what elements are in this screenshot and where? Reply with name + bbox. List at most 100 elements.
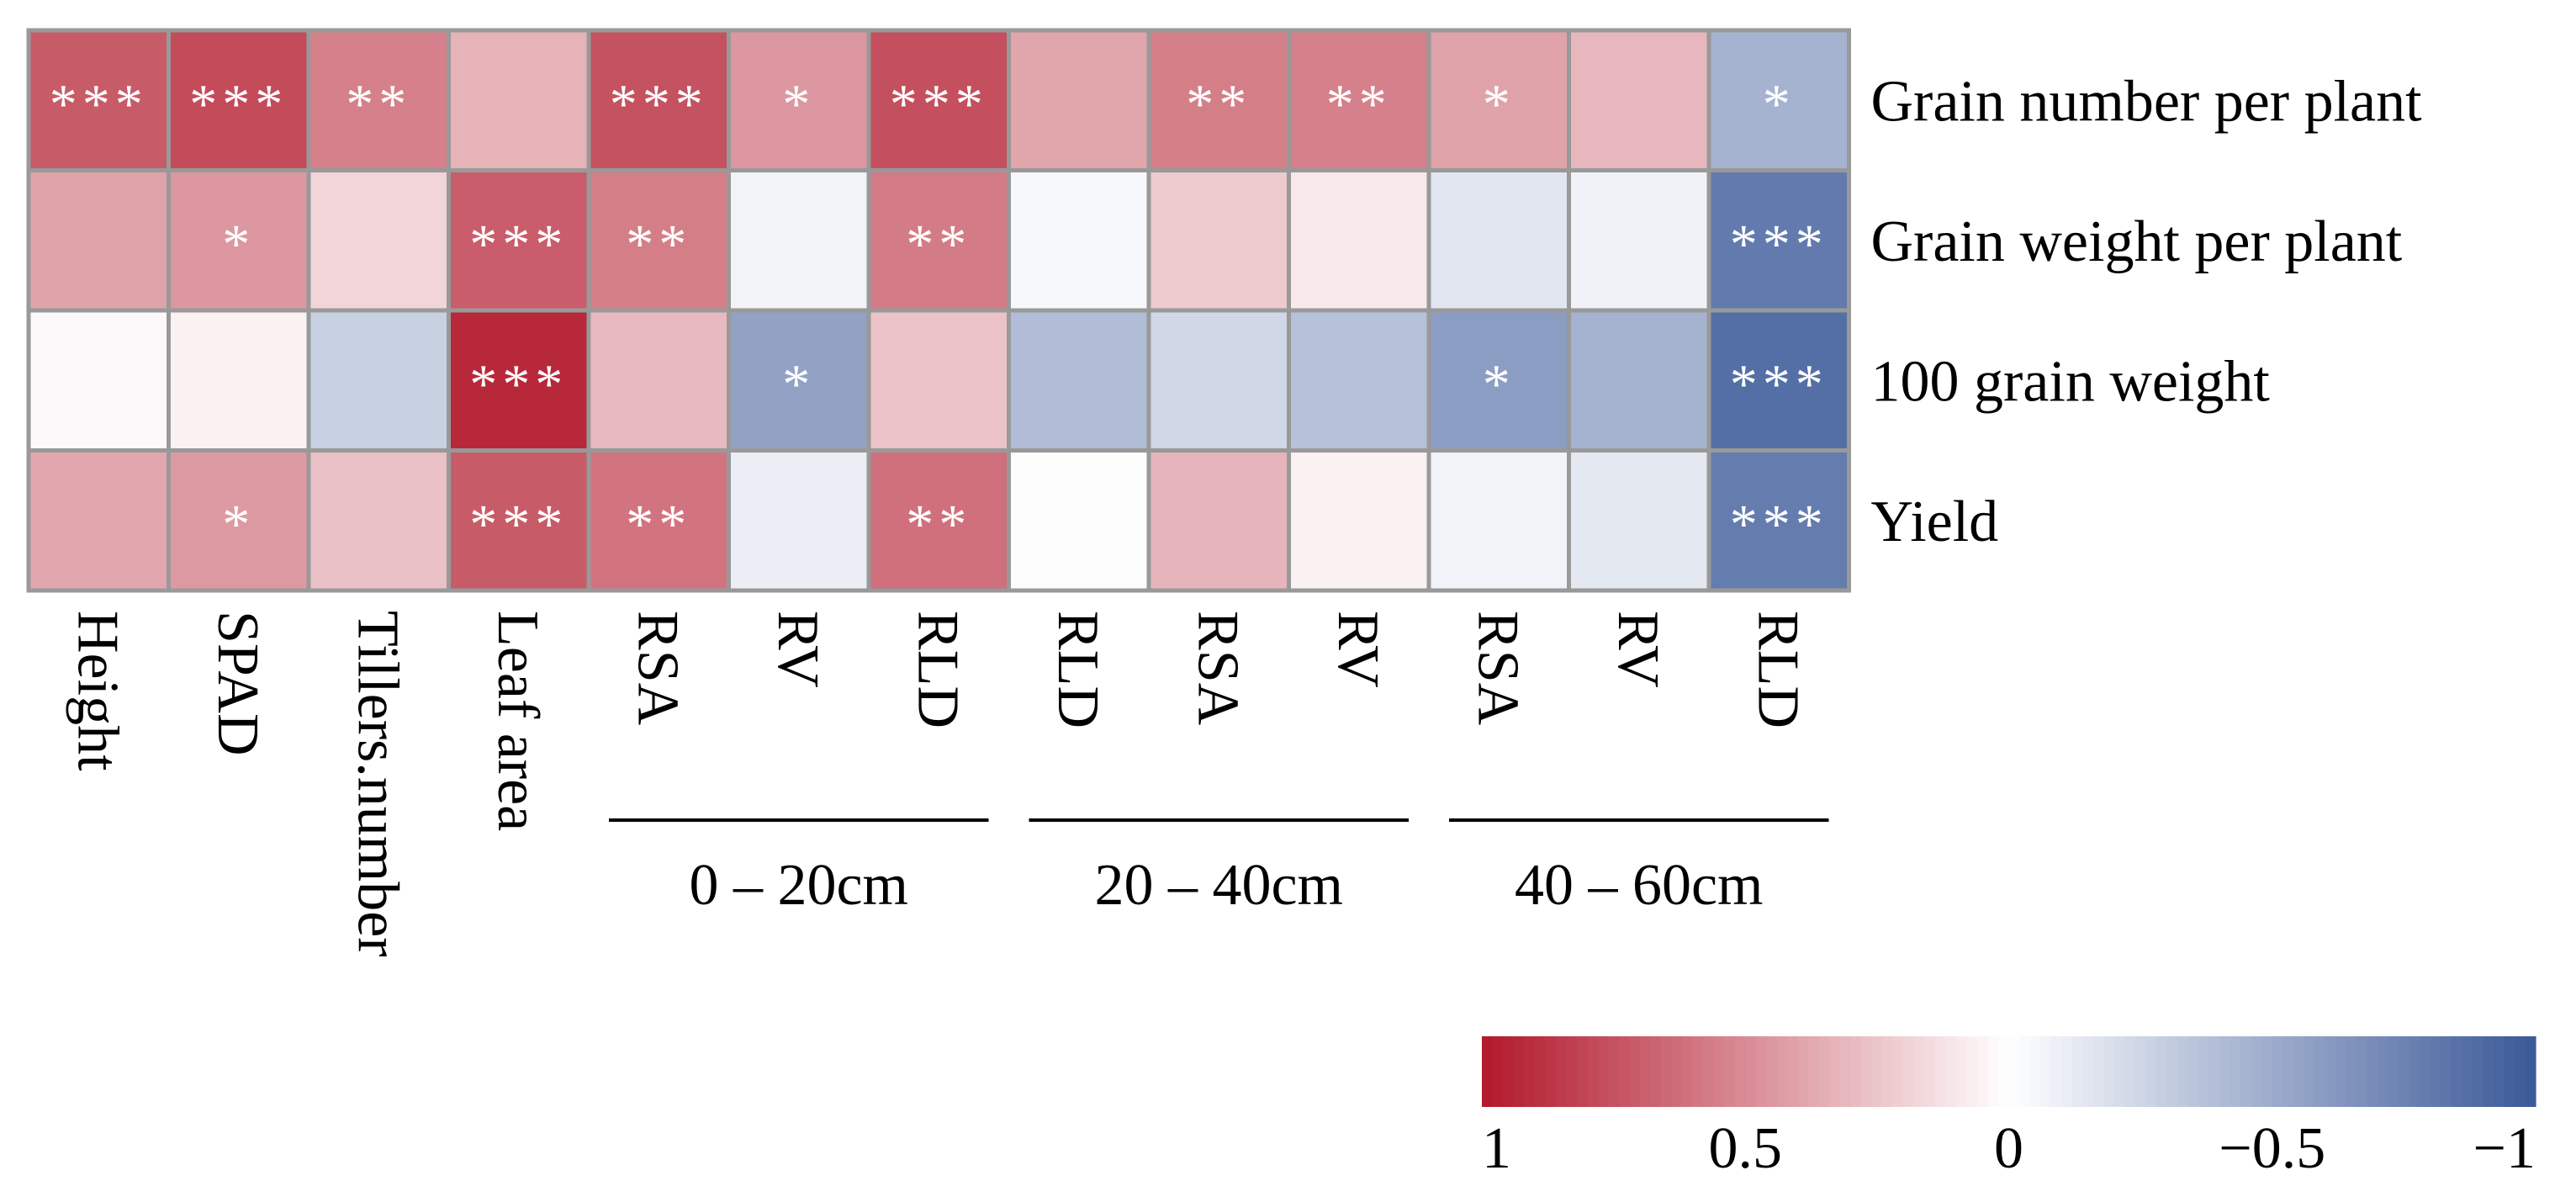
colorbar-segment: [1597, 1036, 1609, 1107]
heatmap-cell: [306, 308, 451, 453]
colorbar-segment: [1955, 1036, 1967, 1107]
heatmap-cells: [26, 28, 1851, 593]
colorbar-segment: [2008, 1036, 2020, 1107]
colorbar-segment: [1934, 1036, 1946, 1107]
column-label: RV: [1325, 611, 1390, 688]
significance-star: ***: [1730, 214, 1828, 275]
colorbar-segment: [2504, 1036, 2515, 1107]
heatmap-cell: [1567, 448, 1711, 593]
significance-star: *: [1483, 353, 1515, 415]
colorbar-segment: [1576, 1036, 1588, 1107]
colorbar-segment: [2177, 1036, 2189, 1107]
colorbar-segment: [2346, 1036, 2357, 1107]
colorbar-segment: [2441, 1036, 2452, 1107]
colorbar-segment: [1797, 1036, 1810, 1107]
colorbar-segment: [1945, 1036, 1957, 1107]
colorbar-segment: [2388, 1036, 2399, 1107]
column-label: RSA: [1185, 611, 1250, 726]
significance-marks: *** *** ** *** * *** ** ** * ** *** ** ** ****** * * ***…: [50, 73, 1828, 555]
significance-star: **: [1326, 73, 1392, 135]
colorbar-segment: [1503, 1036, 1515, 1107]
significance-star: *: [1483, 73, 1515, 135]
colorbar-segment: [1713, 1036, 1725, 1107]
colorbar-segment: [1892, 1036, 1904, 1107]
colorbar-segment: [1840, 1036, 1852, 1107]
colorbar-segment: [1587, 1036, 1599, 1107]
significance-star: ***: [189, 73, 288, 135]
colorbar-segment: [1987, 1036, 1999, 1107]
heatmap-cell: [1706, 448, 1851, 593]
colorbar-segment: [2399, 1036, 2410, 1107]
colorbar-segment: [2356, 1036, 2368, 1107]
heatmap-cell: [306, 448, 451, 593]
group-label: 0 – 20cm: [689, 853, 908, 918]
colorbar-segment: [2483, 1036, 2494, 1107]
colorbar-segment: [2061, 1036, 2073, 1107]
column-label: RLD: [1045, 611, 1110, 728]
colorbar-segment: [2198, 1036, 2210, 1107]
colorbar-segment: [2378, 1036, 2389, 1107]
heatmap-cell: [866, 168, 1011, 313]
significance-star: **: [1186, 73, 1251, 135]
heatmap-cell: [1146, 168, 1291, 313]
colorbar-segment: [1629, 1036, 1641, 1107]
heatmap-cell: [1426, 168, 1571, 313]
colorbar-segment: [1682, 1036, 1694, 1107]
colorbar-segment: [2113, 1036, 2125, 1107]
colorbar-tick-label: −0.5: [2219, 1116, 2325, 1181]
significance-star: *: [782, 73, 815, 135]
heatmap-cell: [167, 308, 311, 453]
colorbar-segment: [1997, 1036, 2010, 1107]
colorbar-segment: [1524, 1036, 1536, 1107]
significance-star: **: [346, 73, 411, 135]
significance-star: **: [906, 214, 971, 275]
column-label: RSA: [1465, 611, 1530, 726]
colorbar-segment: [2208, 1036, 2220, 1107]
colorbar-segment: [2251, 1036, 2262, 1107]
column-label: Height: [65, 611, 130, 771]
heatmap-cell: [447, 28, 591, 172]
colorbar-segment: [2261, 1036, 2273, 1107]
colorbar-segment: [1703, 1036, 1715, 1107]
colorbar-segment: [1766, 1036, 1778, 1107]
colorbar-segment: [1482, 1036, 1494, 1107]
colorbar-segment: [2240, 1036, 2252, 1107]
colorbar-segment: [1871, 1036, 1883, 1107]
heatmap-cell: [1567, 168, 1711, 313]
colorbar-segment: [1734, 1036, 1746, 1107]
heatmap-cell: [1146, 308, 1291, 453]
colorbar-segment: [1829, 1036, 1841, 1107]
group-label: 40 – 60cm: [1515, 853, 1764, 918]
significance-star: **: [906, 494, 971, 555]
row-label: Grain number per plant: [1871, 69, 2423, 134]
colorbar-segment: [1808, 1036, 1820, 1107]
colorbar-segment: [2367, 1036, 2378, 1107]
significance-star: *: [782, 353, 815, 415]
significance-star: ***: [469, 353, 568, 415]
heatmap-cell: [167, 448, 311, 593]
column-label: RSA: [625, 611, 690, 726]
colorbar-segment: [2304, 1036, 2315, 1107]
colorbar-segment: [2314, 1036, 2325, 1107]
row-label: 100 grain weight: [1871, 349, 2271, 414]
significance-star: *: [222, 214, 255, 275]
heatmap-cell: [586, 308, 731, 453]
colorbar-segment: [1745, 1036, 1757, 1107]
column-labels: Height SPAD Tillers.number Leaf area RSA RV RL…: [65, 611, 1810, 957]
heatmap-cell: [727, 28, 871, 172]
colorbar-segment: [2166, 1036, 2178, 1107]
colorbar-segment: [2092, 1036, 2104, 1107]
significance-star: **: [626, 494, 691, 555]
heatmap-cell: [1007, 308, 1151, 453]
heatmap-cell: [26, 168, 171, 313]
colorbar-segment: [2219, 1036, 2231, 1107]
heatmap-cell: [26, 448, 171, 593]
colorbar-segment: [2451, 1036, 2462, 1107]
colorbar-segment: [2335, 1036, 2347, 1107]
colorbar-segment: [1787, 1036, 1799, 1107]
heatmap-cell: [727, 168, 871, 313]
colorbar-tick-label: −1: [2473, 1116, 2536, 1181]
colorbar-segment: [1861, 1036, 1873, 1107]
colorbar-segment: [2325, 1036, 2336, 1107]
significance-star: ***: [890, 73, 988, 135]
